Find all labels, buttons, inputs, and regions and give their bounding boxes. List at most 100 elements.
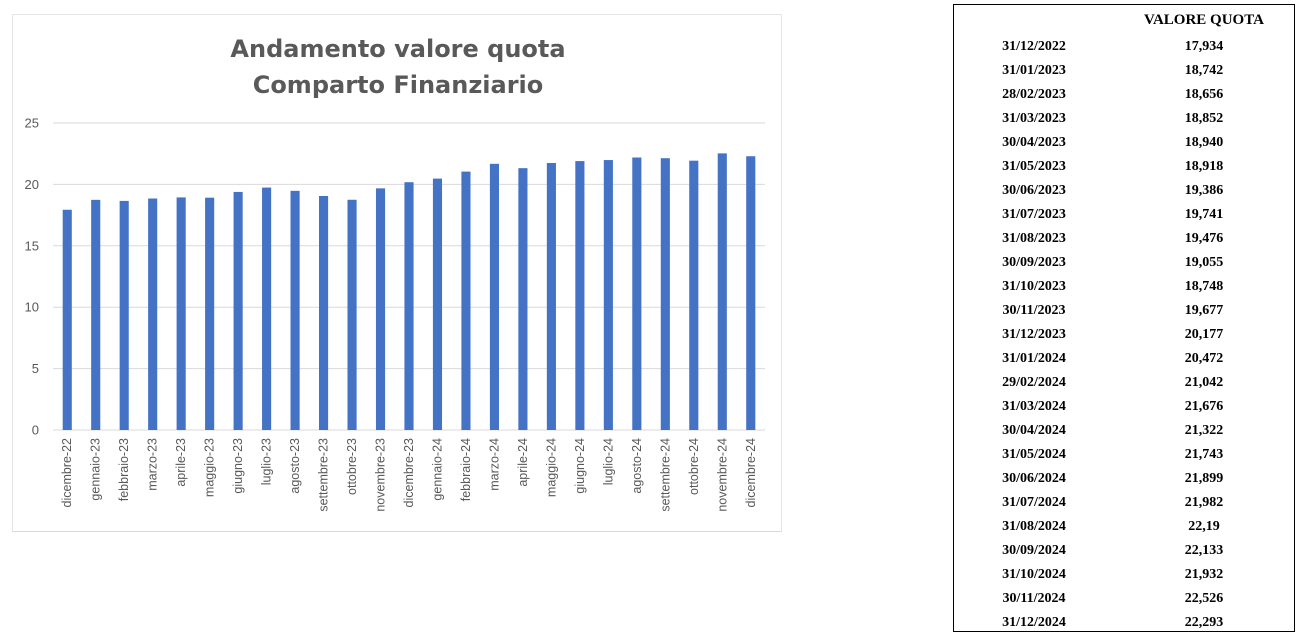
- chart-panel: Andamento valore quota Comparto Finanzia…: [12, 14, 782, 532]
- bar: [689, 160, 699, 430]
- bar: [205, 197, 215, 430]
- x-tick-label: luglio-24: [601, 438, 615, 485]
- bar-chart: Andamento valore quota Comparto Finanzia…: [25, 35, 765, 512]
- x-tick-label: maggio-23: [203, 438, 217, 497]
- x-tick-label: settembre-24: [658, 438, 672, 512]
- bar: [489, 163, 499, 430]
- table-row: 31/03/2023 18,852: [954, 107, 1294, 131]
- row-value: 18,940: [1184, 135, 1224, 150]
- row-date: 31/12/2023: [1002, 327, 1066, 342]
- table-row: 30/09/2024 22,133: [954, 539, 1294, 563]
- x-tick-label: maggio-24: [544, 438, 558, 497]
- y-tick-label: 15: [25, 238, 39, 253]
- row-value: 20,472: [1184, 351, 1224, 366]
- row-value: 19,476: [1184, 231, 1224, 246]
- row-date: 28/02/2023: [1002, 87, 1066, 102]
- row-date: 30/11/2024: [1002, 591, 1066, 606]
- row-date: 31/03/2024: [1002, 399, 1066, 414]
- x-tick-label: aprile-23: [174, 438, 188, 487]
- row-value: 21,982: [1184, 495, 1224, 510]
- x-tick-label: marzo-24: [487, 438, 501, 491]
- x-tick-label: gennaio-24: [430, 438, 444, 501]
- bar: [660, 158, 670, 430]
- row-date: 31/07/2023: [1002, 207, 1066, 222]
- table-row: 31/10/2023 18,748: [954, 275, 1294, 299]
- x-tick-label: giugno-23: [231, 438, 245, 494]
- row-date: 30/04/2023: [1002, 135, 1066, 150]
- row-date: 31/12/2024: [1002, 615, 1066, 630]
- chart-title-line-1: Andamento valore quota: [230, 35, 565, 63]
- row-value: 17,934: [1184, 39, 1224, 54]
- row-value: 21,322: [1184, 423, 1224, 438]
- bar: [91, 199, 101, 430]
- x-tick-label: febbraio-24: [459, 438, 473, 501]
- table-row: 30/11/2024 22,526: [954, 587, 1294, 611]
- table-row: 30/11/2023 19,677: [954, 299, 1294, 323]
- x-tick-label: novembre-23: [374, 438, 388, 512]
- x-tick-label: agosto-24: [630, 438, 644, 494]
- x-tick-label: gennaio-23: [89, 438, 103, 501]
- bar: [632, 157, 642, 430]
- row-value: 21,899: [1184, 471, 1224, 486]
- table-row: 31/08/2023 19,476: [954, 227, 1294, 251]
- row-date: 31/10/2024: [1002, 567, 1066, 582]
- header-date: [954, 5, 1114, 35]
- table-row: 31/01/2024 20,472: [954, 347, 1294, 371]
- row-value: 22,293: [1184, 615, 1224, 630]
- x-tick-label: dicembre-22: [60, 438, 74, 508]
- bar: [176, 197, 186, 430]
- y-tick-label: 20: [25, 177, 39, 192]
- row-value: 18,748: [1184, 279, 1224, 294]
- row-value: 21,676: [1184, 399, 1224, 414]
- x-tick-label: agosto-23: [288, 438, 302, 494]
- bar: [518, 168, 528, 430]
- x-tick-label: giugno-24: [573, 438, 587, 494]
- table-row: 31/03/2024 21,676: [954, 395, 1294, 419]
- table-row: 30/04/2024 21,322: [954, 419, 1294, 443]
- row-value: 22,526: [1184, 591, 1224, 606]
- bars: [62, 153, 756, 431]
- table-header-row: VALORE QUOTA: [954, 5, 1294, 35]
- y-tick-label: 0: [32, 423, 39, 438]
- bar: [717, 153, 727, 430]
- row-value: 20,177: [1184, 327, 1224, 342]
- bar: [404, 182, 414, 430]
- x-axis-ticks: dicembre-22 gennaio-23 febbraio-23 marzo-23…: [60, 438, 758, 512]
- y-axis-ticks: 0 5 10 15 20 25: [25, 116, 39, 438]
- table-row: 31/07/2024 21,982: [954, 491, 1294, 515]
- bar: [290, 190, 300, 430]
- bar: [319, 196, 329, 430]
- y-tick-label: 10: [25, 300, 39, 315]
- row-value: 19,741: [1184, 207, 1224, 222]
- row-value: 18,742: [1184, 63, 1224, 78]
- table-row: 31/05/2023 18,918: [954, 155, 1294, 179]
- x-tick-label: novembre-24: [715, 438, 729, 512]
- bar: [432, 178, 443, 430]
- x-tick-label: settembre-23: [317, 438, 331, 512]
- table-body: 31/12/2022 17,934 31/01/2023 18,742 28/02/20…: [954, 35, 1294, 635]
- table-row: 31/07/2023 19,741: [954, 203, 1294, 227]
- bar: [62, 209, 72, 430]
- table-row: 31/10/2024 21,932: [954, 563, 1294, 587]
- row-value: 21,932: [1184, 567, 1224, 582]
- x-tick-label: luglio-23: [260, 438, 274, 485]
- table-row: 28/02/2023 18,656: [954, 83, 1294, 107]
- table-row: 30/06/2024 21,899: [954, 467, 1294, 491]
- x-tick-label: dicembre-24: [744, 438, 758, 508]
- bar: [461, 171, 471, 430]
- bar: [375, 188, 386, 430]
- row-date: 31/12/2022: [1002, 39, 1066, 54]
- row-date: 31/01/2023: [1002, 63, 1066, 78]
- row-date: 31/03/2023: [1002, 111, 1066, 126]
- bar: [262, 187, 272, 430]
- table-row: 31/08/2024 22,19: [954, 515, 1294, 539]
- x-tick-label: aprile-24: [516, 438, 530, 487]
- row-date: 30/06/2023: [1002, 183, 1066, 198]
- row-value: 19,386: [1184, 183, 1224, 198]
- row-date: 30/09/2024: [1002, 543, 1066, 558]
- table-row: 30/09/2023 19,055: [954, 251, 1294, 275]
- row-date: 31/08/2024: [1002, 519, 1066, 534]
- row-value: 21,743: [1184, 447, 1224, 462]
- table-row: 31/05/2024 21,743: [954, 443, 1294, 467]
- y-tick-label: 25: [25, 116, 39, 131]
